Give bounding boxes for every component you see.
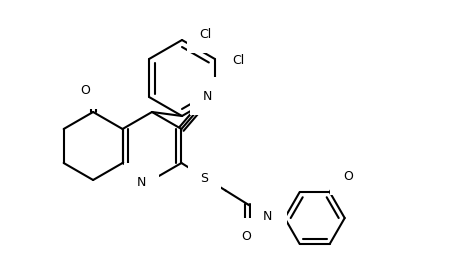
Text: H: H — [267, 203, 276, 213]
Text: Cl: Cl — [199, 27, 211, 41]
Text: O: O — [80, 84, 90, 96]
Text: N: N — [136, 176, 146, 189]
Text: N: N — [263, 210, 273, 222]
Text: Cl: Cl — [232, 55, 244, 67]
Text: H: H — [144, 188, 152, 198]
Text: N: N — [202, 90, 212, 103]
Text: O: O — [343, 170, 353, 183]
Text: S: S — [201, 172, 208, 185]
Text: O: O — [242, 230, 251, 243]
